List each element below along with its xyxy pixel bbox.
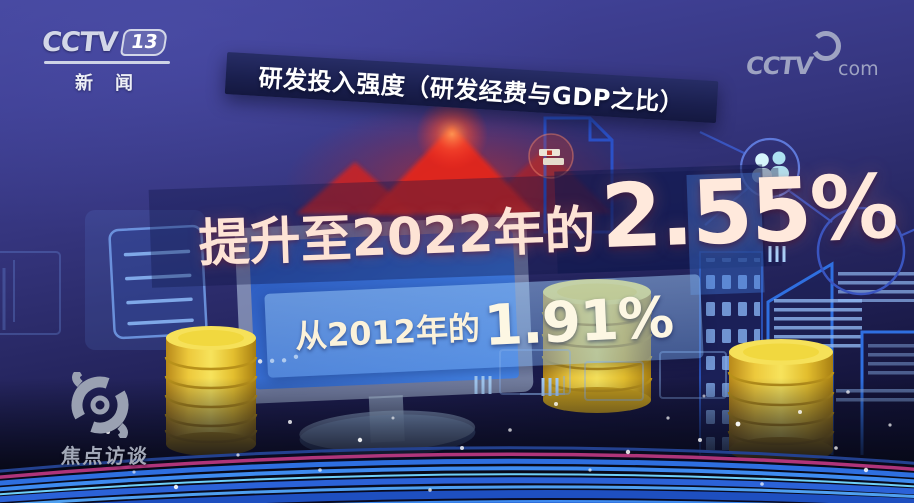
channel-number-badge: 13 — [119, 29, 169, 56]
program-logo-icon — [71, 372, 129, 438]
station-logo-text: CCTV — [40, 27, 119, 58]
document-icon — [108, 224, 208, 340]
particle-dots — [106, 390, 892, 492]
program-name-label: 焦点访谈 — [60, 444, 150, 468]
logo-underline — [44, 61, 170, 64]
headline-backdrop — [148, 164, 782, 295]
watermark-swirl-icon — [811, 31, 841, 61]
subline-value: 1.91% — [482, 284, 675, 359]
banknote-icon — [528, 133, 574, 179]
circuit-left-deco — [0, 251, 61, 335]
watermark-cctv-com: CCTV com — [724, 30, 904, 85]
watermark-suffix-text: com — [838, 58, 879, 80]
watermark-brand-text: CCTV — [744, 52, 814, 80]
program-logo: 焦点访谈 — [40, 372, 170, 469]
channel-logo-cctv13: CCTV 13 新闻 — [40, 27, 182, 95]
subline-prefix: 从2012年的 — [294, 309, 481, 356]
channel-name-label: 新闻 — [75, 73, 155, 94]
headline-prefix: 提升至2022年的 — [197, 201, 597, 275]
headline-value: 2.55% — [599, 154, 898, 269]
glass-panel — [85, 210, 205, 350]
growth-arrow-icon — [285, 98, 635, 267]
